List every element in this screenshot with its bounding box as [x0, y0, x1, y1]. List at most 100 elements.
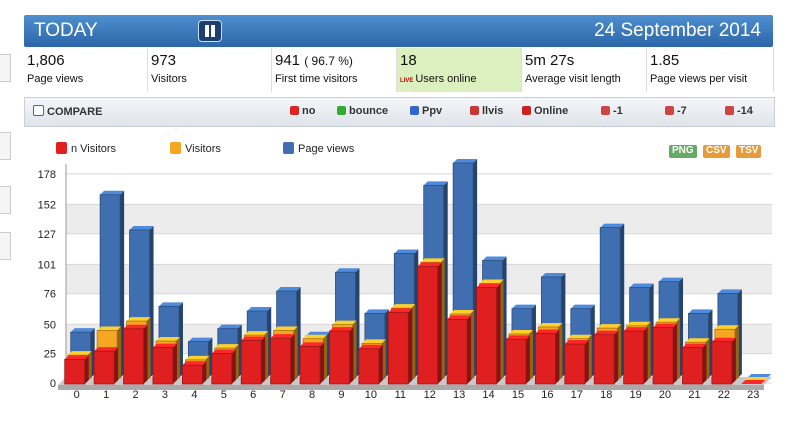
bar-side: [467, 315, 472, 384]
label: Average visit length: [525, 73, 621, 85]
x-tick-label: 3: [162, 389, 168, 401]
floor-front: [58, 385, 764, 390]
compare[interactable]: COMPARE: [33, 105, 102, 118]
stat-cell: 18 LIVE Users online: [397, 48, 522, 92]
bar-top: [70, 328, 95, 333]
bar-top: [535, 329, 560, 334]
button-label: no: [302, 105, 316, 117]
bar-top: [126, 317, 151, 322]
bar-top: [564, 340, 589, 345]
live-badge: LIVE: [400, 78, 414, 84]
value: 941: [275, 52, 301, 69]
bar-side: [673, 323, 678, 384]
bar-side: [172, 343, 177, 384]
side-tab[interactable]: [0, 54, 11, 82]
y-tick-label: 127: [38, 229, 56, 241]
bar-top: [447, 315, 472, 320]
bar-top: [717, 289, 742, 294]
x-tick-label: 1: [103, 389, 109, 401]
x-tick-label: 20: [659, 389, 671, 401]
y-tick-label: 101: [38, 259, 56, 271]
bar-top: [247, 307, 272, 312]
bar: [270, 337, 292, 385]
bar-top: [453, 159, 478, 163]
bar-side: [114, 347, 119, 384]
bar: [93, 350, 115, 385]
toolbar-button[interactable]: llvis: [470, 105, 503, 117]
x-tick-label: 19: [630, 389, 642, 401]
bar-side: [614, 330, 619, 384]
bar-side: [408, 308, 413, 384]
stat-label: LIVE Users online: [400, 73, 476, 85]
bar: [329, 330, 350, 385]
button-label: bounce: [349, 105, 389, 117]
bar-top: [329, 327, 354, 332]
legend-swatch: [170, 142, 181, 154]
bar-top: [741, 380, 766, 384]
bar: [505, 338, 527, 385]
button-label: -7: [677, 105, 687, 117]
toolbar-button[interactable]: -1: [601, 105, 623, 117]
icon: [410, 106, 419, 115]
stat-label: Page views per visit: [650, 73, 747, 85]
bar-top: [214, 344, 239, 349]
y-tick-label: 76: [44, 289, 56, 301]
export-button[interactable]: TSV: [736, 145, 762, 158]
x-tick-label: 17: [571, 389, 583, 401]
bar: [123, 328, 144, 385]
bar-top: [656, 318, 681, 323]
compare-label: COMPARE: [47, 106, 103, 118]
bar-top: [100, 190, 125, 195]
icon: [290, 106, 299, 115]
bar-top: [623, 327, 648, 332]
bar: [211, 353, 233, 385]
x-tick-label: 13: [453, 389, 465, 401]
toolbar-button[interactable]: Online: [522, 105, 568, 117]
legend-swatch: [56, 142, 67, 154]
toolbar-button[interactable]: Ppv: [410, 105, 442, 117]
bar-top: [303, 334, 328, 339]
value: 1.85: [650, 52, 680, 69]
x-tick-label: 2: [132, 389, 138, 401]
x-tick-label: 21: [688, 389, 700, 401]
x-tick-label: 11: [395, 389, 406, 401]
y-tick-label: 25: [44, 349, 56, 361]
bar-top: [423, 181, 448, 186]
bar-top: [594, 330, 619, 335]
bar-top: [94, 347, 119, 352]
legend-label: n Visitors: [71, 143, 117, 155]
pause-button[interactable]: [198, 20, 222, 42]
bar-top: [332, 320, 357, 325]
toolbar-button[interactable]: bounce: [337, 105, 388, 117]
stat-cell: 973 Visitors: [148, 48, 272, 92]
side-tab[interactable]: [0, 132, 11, 160]
stat-value: 5m 27s: [525, 52, 574, 69]
y-tick-label: 152: [38, 199, 56, 211]
export-button[interactable]: PNG: [669, 145, 697, 158]
bar-top: [358, 344, 383, 349]
bar-top: [123, 324, 148, 329]
x-tick-label: 16: [541, 389, 553, 401]
x-tick-label: 23: [747, 389, 759, 401]
bar: [534, 333, 556, 385]
side-tab[interactable]: [0, 186, 11, 214]
title: TODAY: [34, 20, 98, 41]
bar-top: [182, 361, 207, 366]
bar-top: [682, 343, 707, 348]
toolbar-button[interactable]: -14: [725, 105, 753, 117]
bar: [623, 330, 645, 385]
toolbar-button[interactable]: no: [290, 105, 315, 117]
bar-side: [378, 344, 383, 384]
bar-top: [300, 342, 325, 347]
bar: [387, 311, 409, 385]
x-tick-label: 12: [424, 389, 436, 401]
bar-top: [217, 324, 242, 329]
bar-top: [158, 302, 183, 307]
side-tab[interactable]: [0, 232, 11, 260]
toolbar-button[interactable]: -7: [665, 105, 687, 117]
bar: [417, 266, 439, 385]
export-button[interactable]: CSV: [703, 145, 730, 158]
button-label: -1: [613, 105, 623, 117]
x-tick-label: 22: [718, 389, 730, 401]
